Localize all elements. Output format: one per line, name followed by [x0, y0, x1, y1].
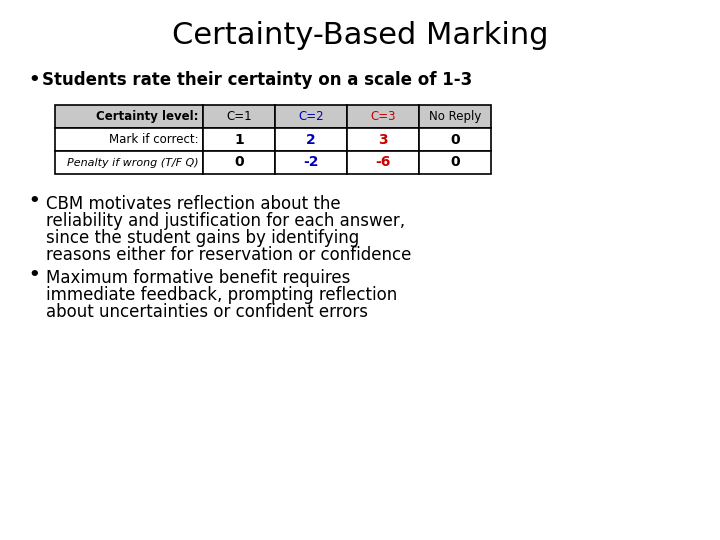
Text: about uncertainties or confident errors: about uncertainties or confident errors	[46, 303, 368, 321]
Bar	[275, 105, 347, 128]
Bar	[55, 105, 203, 128]
Bar	[347, 151, 419, 174]
Bar	[203, 151, 275, 174]
Text: reasons either for reservation or confidence: reasons either for reservation or confid…	[46, 246, 411, 264]
Text: 0: 0	[450, 132, 460, 146]
Text: 0: 0	[450, 156, 460, 170]
Text: C=2: C=2	[298, 110, 324, 123]
Text: C=1: C=1	[226, 110, 252, 123]
Text: -2: -2	[303, 156, 319, 170]
Bar	[203, 105, 275, 128]
Bar	[203, 128, 275, 151]
Text: 1: 1	[234, 132, 244, 146]
Text: Certainty level:: Certainty level:	[96, 110, 199, 123]
Bar	[55, 128, 203, 151]
Text: since the student gains by identifying: since the student gains by identifying	[46, 229, 359, 247]
Text: immediate feedback, prompting reflection: immediate feedback, prompting reflection	[46, 286, 397, 304]
Text: reliability and justification for each answer,: reliability and justification for each a…	[46, 212, 405, 230]
Text: Penalty if wrong (T/F Q): Penalty if wrong (T/F Q)	[68, 158, 199, 167]
Bar	[275, 151, 347, 174]
Text: 3: 3	[378, 132, 388, 146]
Text: Mark if correct:: Mark if correct:	[109, 133, 199, 146]
Text: 2: 2	[306, 132, 316, 146]
Bar	[275, 128, 347, 151]
Bar	[347, 105, 419, 128]
Bar	[419, 128, 491, 151]
Text: •: •	[28, 71, 40, 89]
Text: •: •	[28, 266, 40, 284]
Bar	[347, 128, 419, 151]
Text: Certainty-Based Marking: Certainty-Based Marking	[172, 21, 548, 50]
Text: Maximum formative benefit requires: Maximum formative benefit requires	[46, 269, 351, 287]
Text: C=3: C=3	[370, 110, 396, 123]
Text: CBM motivates reflection about the: CBM motivates reflection about the	[46, 195, 341, 213]
Text: No Reply: No Reply	[429, 110, 481, 123]
Bar	[55, 151, 203, 174]
Bar	[419, 151, 491, 174]
Text: •: •	[28, 192, 40, 210]
Bar	[419, 105, 491, 128]
Text: 0: 0	[234, 156, 244, 170]
Text: Students rate their certainty on a scale of 1-3: Students rate their certainty on a scale…	[42, 71, 472, 89]
Text: -6: -6	[375, 156, 391, 170]
